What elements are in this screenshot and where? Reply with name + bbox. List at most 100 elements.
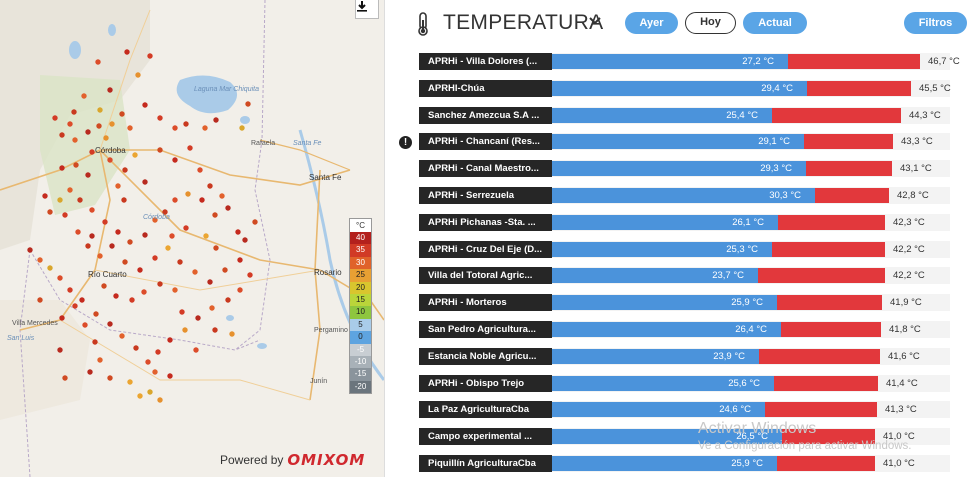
station-marker[interactable] [107,375,113,381]
station-marker[interactable] [57,347,63,353]
station-marker[interactable] [77,197,83,203]
station-marker[interactable] [97,107,103,113]
station-marker[interactable] [137,393,143,399]
station-marker[interactable] [62,375,68,381]
station-name[interactable]: La Paz AgriculturaCba [419,401,552,419]
station-marker[interactable] [155,349,161,355]
station-name[interactable]: Sanchez Amezcua S.A ... [419,106,552,124]
station-marker[interactable] [79,297,85,303]
station-marker[interactable] [72,303,78,309]
station-marker[interactable] [209,305,215,311]
station-name[interactable]: Villa del Totoral Agric... [419,267,552,285]
station-name[interactable]: APRHi - Obispo Trejo [419,374,552,392]
station-marker[interactable] [109,121,115,127]
station-marker[interactable] [179,309,185,315]
station-row[interactable]: APRHi - Serrezuela 30,3 °C 42,8 °C [419,187,970,204]
station-marker[interactable] [97,357,103,363]
station-marker[interactable] [157,397,163,403]
station-marker[interactable] [157,281,163,287]
station-name[interactable]: APRHi Pichanas -Sta. ... [419,213,552,231]
station-marker[interactable] [197,167,203,173]
station-marker[interactable] [212,212,218,218]
station-marker[interactable] [119,333,125,339]
station-marker[interactable] [121,197,127,203]
station-marker[interactable] [85,129,91,135]
station-marker[interactable] [152,369,158,375]
station-marker[interactable] [199,197,205,203]
station-marker[interactable] [81,93,87,99]
station-marker[interactable] [167,337,173,343]
station-marker[interactable] [213,117,219,123]
station-marker[interactable] [62,212,68,218]
warning-icon[interactable]: ! [399,136,412,149]
station-row[interactable]: Sanchez Amezcua S.A ... 25,4 °C 44,3 °C [419,106,970,124]
station-marker[interactable] [162,209,168,215]
station-row[interactable]: APRHi - Cruz Del Eje (D... 25,3 °C 42,2 °C [419,240,970,258]
station-marker[interactable] [142,179,148,185]
station-marker[interactable] [137,267,143,273]
station-marker[interactable] [172,287,178,293]
station-marker[interactable] [229,331,235,337]
station-marker[interactable] [47,209,53,215]
station-marker[interactable] [122,167,128,173]
station-name[interactable]: APRHI-Chúa [419,79,552,97]
station-marker[interactable] [172,125,178,131]
station-marker[interactable] [183,225,189,231]
station-marker[interactable] [59,165,65,171]
station-marker[interactable] [152,217,158,223]
station-marker[interactable] [157,115,163,121]
station-marker[interactable] [107,87,113,93]
station-row[interactable]: La Paz AgriculturaCba 24,6 °C 41,3 °C [419,401,970,419]
actual-button[interactable]: Actual [743,12,807,34]
station-marker[interactable] [127,125,133,131]
station-marker[interactable] [75,229,81,235]
station-marker[interactable] [142,232,148,238]
station-marker[interactable] [102,219,108,225]
station-marker[interactable] [141,289,147,295]
hoy-button[interactable]: Hoy [685,12,736,34]
station-marker[interactable] [37,257,43,263]
station-name[interactable]: Piquillín AgriculturaCba [419,455,552,472]
station-marker[interactable] [107,157,113,163]
station-marker[interactable] [145,359,151,365]
station-marker[interactable] [72,137,78,143]
station-name[interactable]: Campo experimental ... [419,428,552,446]
station-marker[interactable] [172,157,178,163]
station-marker[interactable] [213,245,219,251]
station-marker[interactable] [202,125,208,131]
station-marker[interactable] [109,243,115,249]
station-marker[interactable] [59,315,65,321]
station-marker[interactable] [82,322,88,328]
station-name[interactable]: APRHi - Villa Dolores (... [419,53,552,70]
station-marker[interactable] [89,207,95,213]
station-name[interactable]: APRHi - Canal Maestro... [419,160,552,178]
station-marker[interactable] [42,193,48,199]
station-marker[interactable] [185,191,191,197]
station-marker[interactable] [129,297,135,303]
chevron-down-icon[interactable] [589,17,601,25]
station-marker[interactable] [182,327,188,333]
station-marker[interactable] [222,267,228,273]
station-marker[interactable] [225,205,231,211]
station-markers[interactable] [27,49,258,403]
station-marker[interactable] [147,53,153,59]
station-row[interactable]: Campo experimental ... 26,5 °C 41,0 °C [419,428,970,446]
station-marker[interactable] [119,111,125,117]
station-row[interactable]: APRHi - Chancaní (Res... 29,1 °C 43,3 °C [419,133,970,151]
station-row[interactable]: Estancia Noble Agricu... 23,9 °C 41,6 °C [419,347,970,365]
station-marker[interactable] [115,183,121,189]
station-marker[interactable] [133,345,139,351]
station-marker[interactable] [47,265,53,271]
station-name[interactable]: APRHi - Chancaní (Res... [419,133,552,151]
station-map[interactable]: Laguna Mar Chiquita Rafaela Santa Fe Cór… [0,0,385,477]
station-marker[interactable] [127,239,133,245]
station-row[interactable]: APRHi - Obispo Trejo 25,6 °C 41,4 °C [419,374,970,392]
station-name[interactable]: APRHi - Morteros [419,294,552,312]
station-marker[interactable] [165,245,171,251]
station-marker[interactable] [37,297,43,303]
station-marker[interactable] [101,283,107,289]
station-marker[interactable] [157,147,163,153]
download-button[interactable] [355,0,379,19]
station-marker[interactable] [92,339,98,345]
station-marker[interactable] [96,123,102,129]
